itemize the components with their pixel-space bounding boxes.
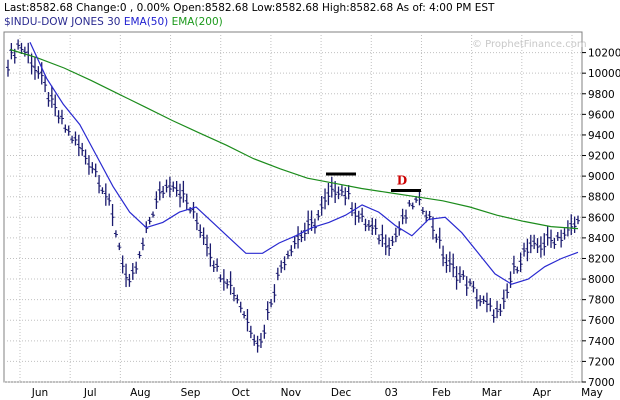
plot-area [3,31,583,383]
x-tick-label: Jun [31,387,48,399]
x-tick-label: Feb [432,387,451,399]
y-tick-label: 7800 [588,295,615,307]
legend-ema200: EMA(200) [171,16,223,28]
y-tick-label: 7200 [588,356,615,368]
y-tick-label: 9200 [588,151,615,163]
y-tick-label: 9600 [588,109,615,121]
y-tick-label: 7400 [588,336,615,348]
x-tick-label: Apr [533,387,552,399]
x-tick-label: Aug [130,387,151,399]
y-tick-label: 8000 [588,274,615,286]
x-tick-label: Sep [181,387,201,399]
annotation-label: D [397,173,407,187]
x-tick-label: 03 [385,387,398,399]
legend-ema50: EMA(50) [123,16,169,28]
y-tick-label: 9800 [588,89,615,101]
x-tick-label: Mar [482,387,502,399]
y-tick-label: 8400 [588,233,615,245]
y-tick-label: 7600 [588,315,615,327]
y-tick-label: 8800 [588,192,615,204]
legend-symbol: $INDU-DOW JONES 30 [4,16,121,28]
x-tick-label: Jul [83,387,97,399]
y-tick-label: 10000 [588,68,620,80]
x-tick-label: Nov [281,387,302,399]
x-tick-label: May [581,387,603,399]
y-tick-label: 8200 [588,253,615,265]
ema50-line [29,42,579,285]
ema200-line [9,48,579,230]
chart-legend: $INDU-DOW JONES 30 EMA(50) EMA(200) [4,15,223,29]
y-tick-label: 8600 [588,212,615,224]
watermark: © ProphetFinance.com [472,39,587,50]
x-tick-label: Dec [331,387,352,399]
y-tick-label: 9000 [588,171,615,183]
quote-line: Last:8582.68 Change:0 , 0.00% Open:8582.… [4,2,495,14]
x-tick-label: Oct [232,387,250,399]
y-tick-label: 7000 [588,377,615,389]
y-tick-label: 10200 [588,48,620,60]
y-tick-label: 9400 [588,130,615,142]
